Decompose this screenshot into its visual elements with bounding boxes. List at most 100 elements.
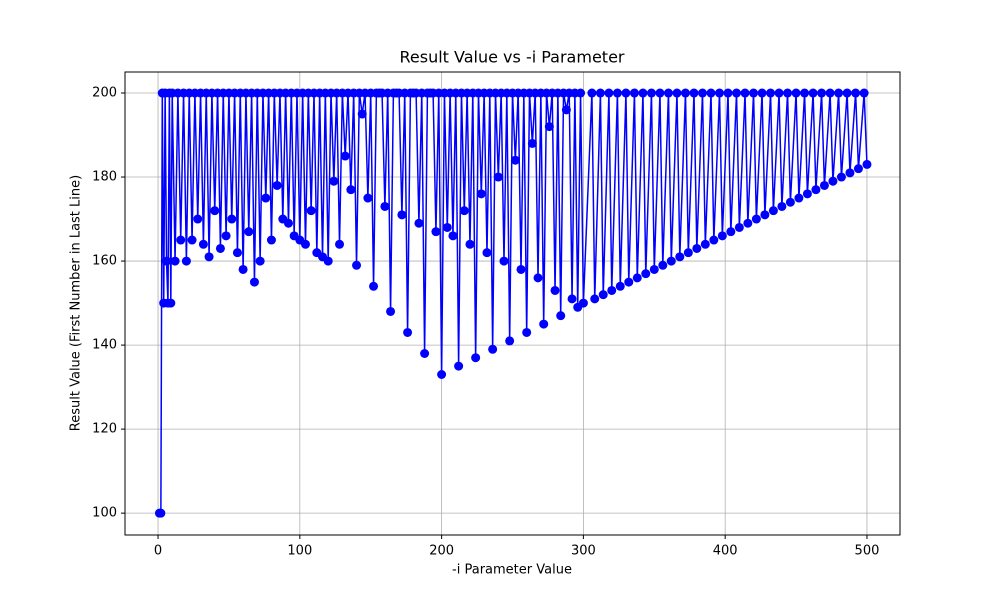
x-tick-label: 0 xyxy=(154,544,162,559)
data-point xyxy=(794,193,804,203)
data-point xyxy=(471,353,481,363)
data-point xyxy=(550,285,560,295)
y-tick-label: 140 xyxy=(92,338,117,353)
data-point xyxy=(828,176,838,186)
data-point xyxy=(757,88,767,98)
data-point xyxy=(621,88,631,98)
data-point xyxy=(238,264,248,274)
data-point xyxy=(335,239,345,249)
data-point xyxy=(510,155,520,165)
data-point xyxy=(482,248,492,258)
data-point xyxy=(842,88,852,98)
chart-title: Result Value vs -i Parameter xyxy=(400,48,625,67)
data-point xyxy=(578,298,588,308)
x-tick-label: 200 xyxy=(429,544,454,559)
data-point xyxy=(743,218,753,228)
y-tick-label: 120 xyxy=(92,422,117,437)
y-axis-label: Result Value (First Number in Last Line) xyxy=(69,175,84,431)
data-point xyxy=(369,281,379,291)
data-point xyxy=(465,239,475,249)
data-point xyxy=(646,88,656,98)
data-point xyxy=(227,214,237,224)
data-point xyxy=(488,344,498,354)
data-point xyxy=(300,239,310,249)
data-point xyxy=(700,239,710,249)
data-point xyxy=(340,151,350,161)
data-point xyxy=(811,185,821,195)
data-point xyxy=(539,319,549,329)
data-point xyxy=(845,168,855,178)
data-point xyxy=(352,260,362,270)
data-point xyxy=(666,256,676,266)
data-point xyxy=(232,248,242,258)
data-point xyxy=(819,180,829,190)
x-axis-label: -i Parameter Value xyxy=(452,563,572,578)
data-point xyxy=(221,231,231,241)
data-point xyxy=(527,138,537,148)
data-point xyxy=(431,227,441,237)
data-point xyxy=(556,311,566,321)
data-point xyxy=(760,210,770,220)
data-point xyxy=(658,260,668,270)
data-point xyxy=(590,294,600,304)
data-point xyxy=(255,256,265,266)
data-point xyxy=(683,248,693,258)
data-point xyxy=(403,327,413,337)
data-point xyxy=(723,88,733,98)
data-point xyxy=(859,88,869,98)
data-point xyxy=(851,88,861,98)
y-tick-label: 200 xyxy=(92,86,117,101)
data-point xyxy=(533,273,543,283)
data-point xyxy=(261,193,271,203)
data-point xyxy=(414,218,424,228)
data-point xyxy=(800,88,810,98)
data-point xyxy=(726,227,736,237)
data-point xyxy=(624,277,634,287)
data-point xyxy=(768,206,778,216)
data-point xyxy=(641,269,651,279)
data-point xyxy=(386,306,396,316)
data-point xyxy=(499,256,509,266)
data-point xyxy=(576,88,586,98)
data-point xyxy=(346,185,356,195)
data-point xyxy=(420,348,430,358)
data-point xyxy=(638,88,648,98)
data-point xyxy=(853,164,863,174)
x-tick-label: 500 xyxy=(855,544,880,559)
data-point xyxy=(751,214,761,224)
data-point xyxy=(448,231,458,241)
data-point xyxy=(204,252,214,262)
data-point xyxy=(802,189,812,199)
data-point xyxy=(193,214,203,224)
data-point xyxy=(785,197,795,207)
data-point xyxy=(612,88,622,98)
data-point xyxy=(587,88,597,98)
data-point xyxy=(176,235,186,245)
y-tick-label: 160 xyxy=(92,254,117,269)
data-point xyxy=(692,243,702,253)
data-point xyxy=(476,189,486,199)
data-point xyxy=(675,252,685,262)
data-point xyxy=(706,88,716,98)
data-point xyxy=(306,206,316,216)
data-point xyxy=(672,88,682,98)
data-point xyxy=(266,235,276,245)
data-point xyxy=(363,193,373,203)
data-point xyxy=(862,159,872,169)
x-tick-label: 300 xyxy=(571,544,596,559)
data-point xyxy=(791,88,801,98)
x-tick-label: 100 xyxy=(287,544,312,559)
data-point xyxy=(732,88,742,98)
data-point xyxy=(561,105,571,115)
data-point xyxy=(825,88,835,98)
data-point xyxy=(357,109,367,119)
data-point xyxy=(215,243,225,253)
data-point xyxy=(249,277,259,287)
data-point xyxy=(166,298,176,308)
data-point xyxy=(397,210,407,220)
data-point xyxy=(210,206,220,216)
data-point xyxy=(272,180,282,190)
data-point xyxy=(808,88,818,98)
